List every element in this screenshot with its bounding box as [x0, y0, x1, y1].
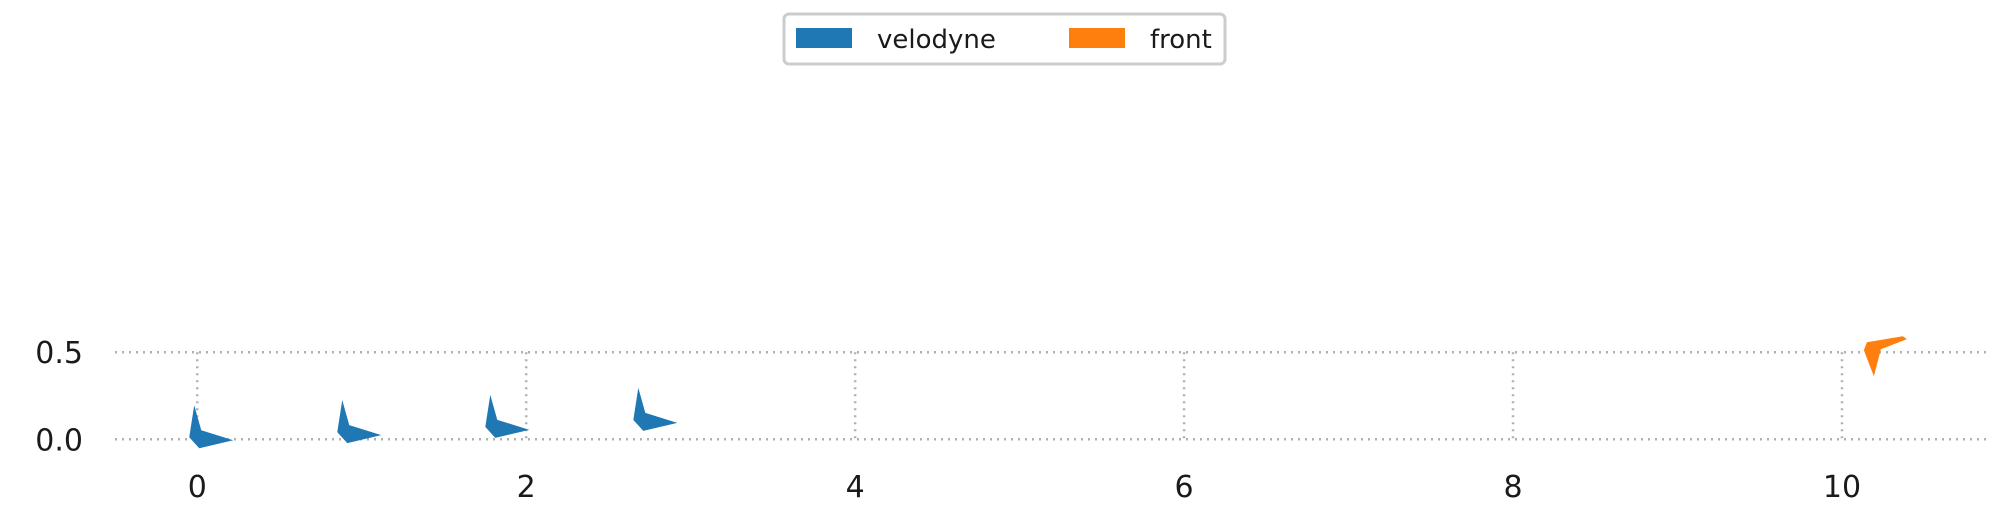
legend: velodyne front	[782, 12, 1227, 66]
pose-markers	[189, 336, 1907, 449]
legend-frame	[782, 12, 1227, 66]
pose-marker-velodyne	[189, 405, 234, 449]
x-tick-label: 10	[1823, 470, 1861, 505]
legend-label-velodyne: velodyne	[877, 25, 996, 55]
legend-label-front: front	[1150, 25, 1212, 55]
pose-marker-velodyne	[337, 400, 382, 444]
x-tick-label: 0	[188, 470, 207, 505]
y-tick-label: 0.5	[35, 336, 83, 371]
y-tick-label: 0.0	[35, 423, 83, 458]
x-tick-label: 2	[517, 470, 536, 505]
x-tick-label: 6	[1175, 470, 1194, 505]
legend-swatch-front	[1069, 28, 1125, 48]
pose-marker-front	[1863, 336, 1907, 377]
x-tick-label: 4	[846, 470, 865, 505]
legend-swatch-velodyne	[796, 28, 852, 48]
grid-lines	[115, 350, 1990, 441]
x-tick-label: 8	[1503, 470, 1522, 505]
pose-marker-velodyne	[633, 387, 678, 431]
tick-labels: 0 2 4 6 8 10 0.0 0.5	[35, 336, 1861, 505]
pose-marker-velodyne	[485, 394, 530, 438]
